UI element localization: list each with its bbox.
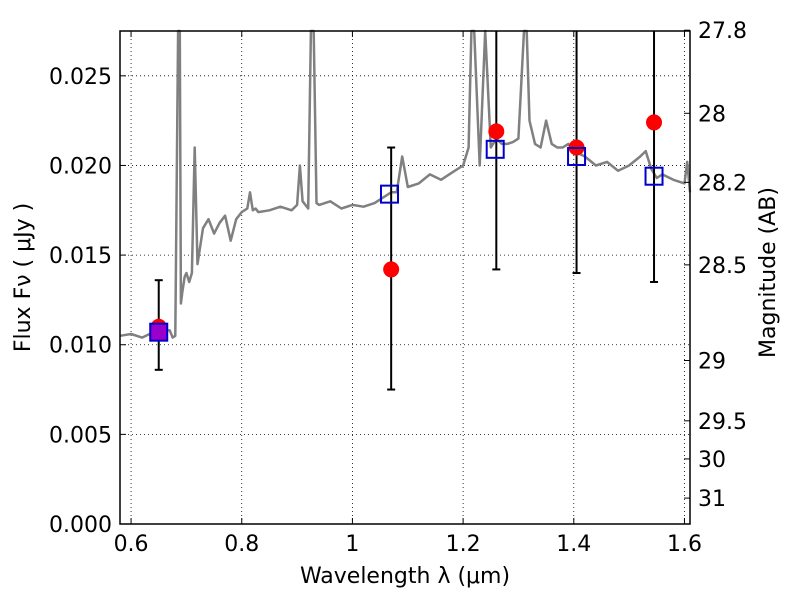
- error-bars: [154, 31, 659, 391]
- grid-lines: [120, 31, 690, 524]
- axis-ticks: [120, 29, 690, 525]
- y-tick-label: 0.010: [49, 334, 112, 359]
- observed-point: [383, 261, 400, 278]
- observed-point: [488, 123, 505, 140]
- x-axis-label: Wavelength λ (μm): [300, 564, 510, 589]
- magnitude-tick-label: 28.2: [698, 171, 747, 196]
- y-tick-label: 0.025: [49, 65, 112, 90]
- y-axis-label: Flux Fν ( μJy ): [11, 203, 36, 352]
- y-tick-label: 0.015: [49, 244, 112, 269]
- x-tick-labels: 0.6 0.8 1 1.2 1.4 1.6: [114, 532, 702, 557]
- magnitude-tick-label: 28: [698, 102, 726, 127]
- magnitude-tick-label: 28.5: [698, 254, 747, 279]
- synthetic-point: [380, 184, 400, 204]
- magnitude-tick-label: 30: [698, 448, 726, 473]
- synthetic-series: [149, 139, 664, 342]
- magnitude-axis-label: Magnitude (AB): [756, 187, 781, 358]
- y-tick-label: 0.020: [49, 154, 112, 179]
- model-spectrum-series: [119, 29, 692, 339]
- x-tick-label: 1: [345, 532, 359, 557]
- magnitude-tick-labels: 27.8 28 28.2 28.5 29 29.5 30 31: [698, 19, 747, 512]
- plot-frame: [119, 30, 691, 525]
- x-tick-label: 1.6: [667, 532, 702, 557]
- x-tick-label: 0.6: [114, 532, 149, 557]
- synthetic-point: [567, 146, 587, 166]
- magnitude-tick-label: 29.5: [698, 410, 747, 435]
- x-tick-label: 0.8: [224, 532, 259, 557]
- y-tick-labels: 0.000 0.005 0.010 0.015 0.020 0.025: [49, 65, 112, 538]
- x-tick-label: 1.4: [556, 532, 591, 557]
- synthetic-point: [485, 139, 505, 159]
- magnitude-tick-label: 29: [698, 349, 726, 374]
- synthetic-point-fill: [150, 324, 167, 341]
- y-tick-label: 0.005: [49, 423, 112, 448]
- observed-point: [646, 114, 663, 131]
- y-tick-label: 0.000: [49, 513, 112, 538]
- synthetic-point: [644, 166, 664, 186]
- x-tick-label: 1.2: [446, 532, 481, 557]
- model-spectrum-line: [119, 29, 692, 339]
- magnitude-tick-label: 27.8: [698, 19, 747, 44]
- magnitude-tick-label: 31: [698, 487, 726, 512]
- synthetic-point: [149, 322, 169, 342]
